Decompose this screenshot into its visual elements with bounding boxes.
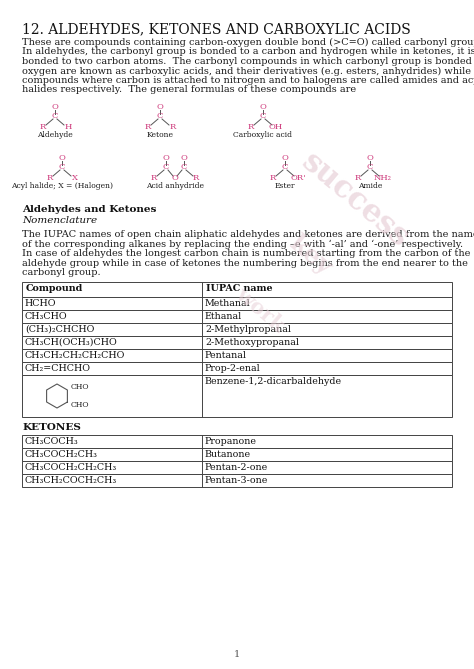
Text: C: C xyxy=(181,163,187,171)
Bar xyxy=(22,362,452,375)
Text: O: O xyxy=(172,174,178,182)
Bar xyxy=(22,323,452,336)
Text: (CH₃)₂CHCHO: (CH₃)₂CHCHO xyxy=(25,325,94,334)
Text: 2-Methylpropanal: 2-Methylpropanal xyxy=(205,325,291,334)
Bar xyxy=(22,461,452,474)
Text: 1: 1 xyxy=(234,650,240,659)
Text: CH₂=CHCHO: CH₂=CHCHO xyxy=(25,364,91,373)
Text: HCHO: HCHO xyxy=(25,299,56,308)
Text: O: O xyxy=(52,103,58,111)
Text: Pentanal: Pentanal xyxy=(205,351,247,360)
Text: CHO: CHO xyxy=(71,383,90,391)
Text: The IUPAC names of open chain aliphatic aldehydes and ketones are derived from t: The IUPAC names of open chain aliphatic … xyxy=(22,230,474,239)
Text: CH₃COCH₃: CH₃COCH₃ xyxy=(25,437,79,446)
Text: IUPAC name: IUPAC name xyxy=(206,284,273,293)
Text: key: key xyxy=(284,230,336,280)
Text: CH₃COCH₂CH₂CH₃: CH₃COCH₂CH₂CH₃ xyxy=(25,463,117,472)
Text: In aldehydes, the carbonyl group is bonded to a carbon and hydrogen while in ket: In aldehydes, the carbonyl group is bond… xyxy=(22,47,474,56)
Text: O: O xyxy=(181,154,187,162)
Text: O: O xyxy=(366,154,374,162)
Text: Propanone: Propanone xyxy=(205,437,257,446)
Text: 12. ALDEHYDES, KETONES AND CARBOXYLIC ACIDS: 12. ALDEHYDES, KETONES AND CARBOXYLIC AC… xyxy=(22,22,411,36)
Text: These are compounds containing carbon-oxygen double bond (>C=O) called carbonyl : These are compounds containing carbon-ox… xyxy=(22,38,474,47)
Text: Benzene-1,2-dicarbaldehyde: Benzene-1,2-dicarbaldehyde xyxy=(205,377,342,386)
Text: CH₃CH₂CH₂CH₂CHO: CH₃CH₂CH₂CH₂CHO xyxy=(25,351,126,360)
Text: In case of aldehydes the longest carbon chain is numbered starting from the carb: In case of aldehydes the longest carbon … xyxy=(22,249,470,258)
Text: C: C xyxy=(157,112,163,120)
Bar xyxy=(22,349,452,362)
Text: Nomenclature: Nomenclature xyxy=(22,216,97,225)
Bar xyxy=(22,474,452,487)
Text: C: C xyxy=(52,112,58,120)
Bar xyxy=(22,448,452,461)
Text: Aldehyde: Aldehyde xyxy=(37,131,73,139)
Text: C: C xyxy=(367,163,373,171)
Text: Ketone: Ketone xyxy=(146,131,173,139)
Text: Pentan-2-one: Pentan-2-one xyxy=(205,463,268,472)
Text: carbonyl group.: carbonyl group. xyxy=(22,268,100,277)
Bar xyxy=(22,336,452,349)
Text: success: success xyxy=(295,147,415,254)
Text: O: O xyxy=(156,103,164,111)
Text: CH₃CHO: CH₃CHO xyxy=(25,312,68,321)
Text: Carboxylic acid: Carboxylic acid xyxy=(234,131,292,139)
Text: CH₃COCH₂CH₃: CH₃COCH₂CH₃ xyxy=(25,450,98,459)
Text: R: R xyxy=(270,174,276,182)
Text: C: C xyxy=(260,112,266,120)
Text: R: R xyxy=(193,174,199,182)
Text: bonded to two carbon atoms.  The carbonyl compounds in which carbonyl group is b: bonded to two carbon atoms. The carbonyl… xyxy=(22,57,474,66)
Text: NH₂: NH₂ xyxy=(374,174,392,182)
Bar xyxy=(22,310,452,323)
Text: H: H xyxy=(64,123,72,131)
Text: Compound: Compound xyxy=(26,284,83,293)
Text: halides respectively.  The general formulas of these compounds are: halides respectively. The general formul… xyxy=(22,86,356,94)
Text: R: R xyxy=(145,123,151,131)
Text: C: C xyxy=(163,163,169,171)
Text: R: R xyxy=(47,174,53,182)
Text: work: work xyxy=(231,284,289,336)
Text: R: R xyxy=(248,123,254,131)
Text: KETONES: KETONES xyxy=(22,423,81,432)
Text: R: R xyxy=(170,123,176,131)
Text: R: R xyxy=(40,123,46,131)
Text: O: O xyxy=(282,154,289,162)
Text: aldehyde group while in case of ketones the numbering begins from the end nearer: aldehyde group while in case of ketones … xyxy=(22,258,468,268)
Text: X: X xyxy=(72,174,78,182)
Text: R: R xyxy=(355,174,361,182)
Text: Ethanal: Ethanal xyxy=(205,312,242,321)
Text: O: O xyxy=(59,154,65,162)
Text: C: C xyxy=(59,163,65,171)
Text: Ester: Ester xyxy=(275,182,295,190)
Text: Methanal: Methanal xyxy=(205,299,251,308)
Text: Aldehydes and Ketones: Aldehydes and Ketones xyxy=(22,205,156,214)
Bar xyxy=(22,297,452,310)
Text: OH: OH xyxy=(269,123,283,131)
Text: OR': OR' xyxy=(290,174,306,182)
Text: Prop-2-enal: Prop-2-enal xyxy=(205,364,261,373)
Bar xyxy=(22,435,452,448)
Text: R: R xyxy=(151,174,157,182)
Text: Acyl halide; X = (Halogen): Acyl halide; X = (Halogen) xyxy=(11,182,113,190)
Text: Acid anhydride: Acid anhydride xyxy=(146,182,204,190)
Text: O: O xyxy=(260,103,266,111)
Text: 2-Methoxypropanal: 2-Methoxypropanal xyxy=(205,338,299,347)
Text: compounds where carbon is attached to nitrogen and to halogens are called amides: compounds where carbon is attached to ni… xyxy=(22,76,474,85)
Text: O: O xyxy=(163,154,169,162)
Bar xyxy=(22,282,452,297)
Text: Pentan-3-one: Pentan-3-one xyxy=(205,476,268,485)
Text: oxygen are known as carboxylic acids, and their derivatives (e.g. esters, anhydr: oxygen are known as carboxylic acids, an… xyxy=(22,66,474,76)
Text: CH₃CH₂COCH₂CH₃: CH₃CH₂COCH₂CH₃ xyxy=(25,476,117,485)
Text: of the corresponding alkanes by replacing the ending –e with ‘-al’ and ‘-one’ re: of the corresponding alkanes by replacin… xyxy=(22,240,463,249)
Bar xyxy=(22,375,452,417)
Text: C: C xyxy=(282,163,288,171)
Text: CH₃CH(OCH₃)CHO: CH₃CH(OCH₃)CHO xyxy=(25,338,118,347)
Text: Butanone: Butanone xyxy=(205,450,251,459)
Text: CHO: CHO xyxy=(71,401,90,409)
Text: Amide: Amide xyxy=(358,182,382,190)
